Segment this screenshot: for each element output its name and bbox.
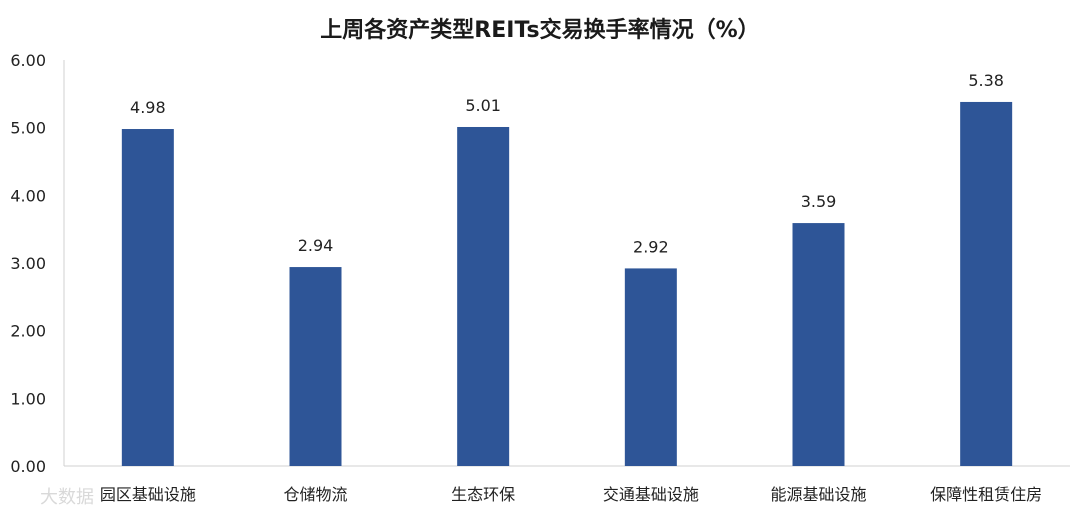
watermark-text: 大数据 [40, 487, 94, 508]
category-label: 保障性租赁住房 [930, 485, 1042, 504]
y-tick-label: 1.00 [10, 389, 46, 408]
bar [624, 268, 677, 466]
category-label: 生态环保 [451, 485, 515, 504]
y-tick-label: 2.00 [10, 322, 46, 341]
y-tick-label: 0.00 [10, 457, 46, 476]
bar [289, 267, 342, 466]
data-label: 2.94 [298, 236, 334, 255]
bar [960, 101, 1013, 466]
bar [792, 223, 845, 466]
data-label: 4.98 [130, 98, 166, 117]
chart-title: 上周各资产类型REITs交易换手率情况（%） [320, 17, 759, 43]
data-label: 3.59 [801, 192, 837, 211]
bar [457, 126, 510, 467]
y-tick-label: 5.00 [10, 119, 46, 138]
y-tick-label: 4.00 [10, 186, 46, 205]
category-label: 交通基础设施 [603, 485, 699, 504]
category-label: 园区基础设施 [100, 485, 196, 504]
bar [121, 129, 174, 466]
category-label: 能源基础设施 [770, 485, 866, 504]
category-label: 仓储物流 [283, 485, 347, 504]
data-label: 5.38 [968, 71, 1004, 90]
data-label: 2.92 [633, 237, 669, 256]
y-tick-label: 6.00 [10, 51, 46, 70]
y-tick-label: 3.00 [10, 254, 46, 273]
data-label: 5.01 [465, 96, 501, 115]
